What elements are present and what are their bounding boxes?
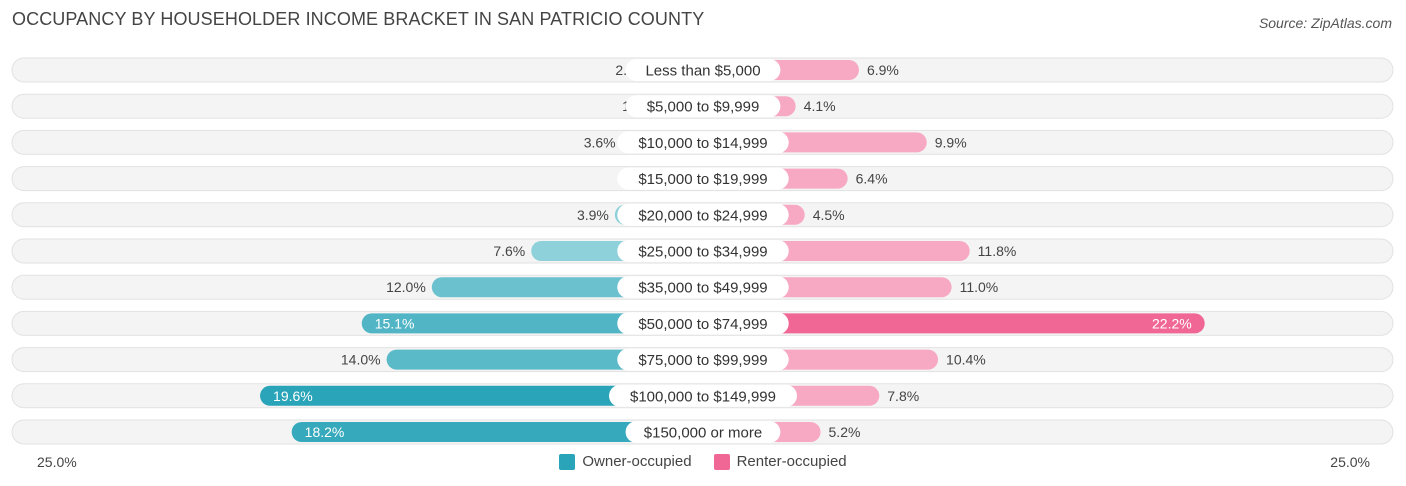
category-label-background [617,167,789,190]
value-label-renter: 4.5% [813,207,845,223]
category-label: $150,000 or more [644,425,762,442]
category-label: $25,000 to $34,999 [638,244,767,261]
value-label-renter: 10.4% [946,352,986,368]
category-label-background [617,276,789,299]
value-label-owner: 19.6% [273,388,313,404]
legend-label-renter: Renter-occupied [736,453,847,470]
legend-swatch-owner [559,453,576,470]
value-label-renter: 6.9% [867,62,899,78]
value-label-owner: 3.9% [577,207,609,223]
bar-chart: 2.2%6.9%Less than $5,0001.9%4.1%$5,000 t… [11,57,1394,445]
value-label-owner: 3.6% [584,134,616,150]
chart-source: Source: ZipAtlas.com [1258,15,1392,31]
legend-item-renter: Renter-occupied [713,453,847,470]
legend: Owner-occupied Renter-occupied [0,453,1406,470]
value-label-renter: 7.8% [887,388,919,404]
bar-owner-occupied [260,385,713,406]
bar-owner-occupied [291,422,713,442]
category-label-background [625,59,781,81]
value-label-renter: 11.0% [960,279,999,295]
legend-item-owner: Owner-occupied [559,453,692,470]
value-label-owner: 14.0% [341,352,381,368]
axis-left-label: 25.0% [37,454,77,470]
value-label-renter: 5.2% [829,424,861,440]
category-label: $10,000 to $14,999 [638,135,767,152]
category-label: $35,000 to $49,999 [638,280,767,297]
category-label-background [617,312,789,335]
value-label-owner: 18.2% [305,424,345,440]
value-label-renter: 9.9% [935,134,967,150]
category-label: $50,000 to $74,999 [638,316,767,333]
category-label-background [617,240,789,262]
axis-right-label: 25.0% [1330,454,1370,470]
category-label: Less than $5,000 [645,63,760,80]
value-label-owner: 15.1% [375,315,415,331]
category-label-background [617,203,789,226]
value-label-renter: 22.2% [1152,315,1192,331]
category-label: $20,000 to $24,999 [638,207,767,224]
value-label-owner: 7.6% [493,243,525,259]
category-label-background [625,421,781,443]
category-label: $5,000 to $9,999 [647,99,760,116]
value-label-renter: 6.4% [856,171,888,187]
chart-title: OCCUPANCY BY HOUSEHOLDER INCOME BRACKET … [12,9,705,29]
category-label-background [617,131,789,154]
category-label: $100,000 to $149,999 [630,388,776,405]
value-label-owner: 12.0% [386,279,426,295]
category-label: $15,000 to $19,999 [638,171,767,188]
legend-swatch-renter [713,453,730,470]
bar-renter-occupied [693,313,1205,334]
category-label-background [617,348,789,371]
legend-label-owner: Owner-occupied [582,453,692,470]
category-label: $75,000 to $99,999 [638,352,767,369]
value-label-renter: 4.1% [804,98,836,114]
category-label-background [609,384,797,407]
category-label-background [625,95,781,118]
value-label-renter: 11.8% [978,243,1017,259]
